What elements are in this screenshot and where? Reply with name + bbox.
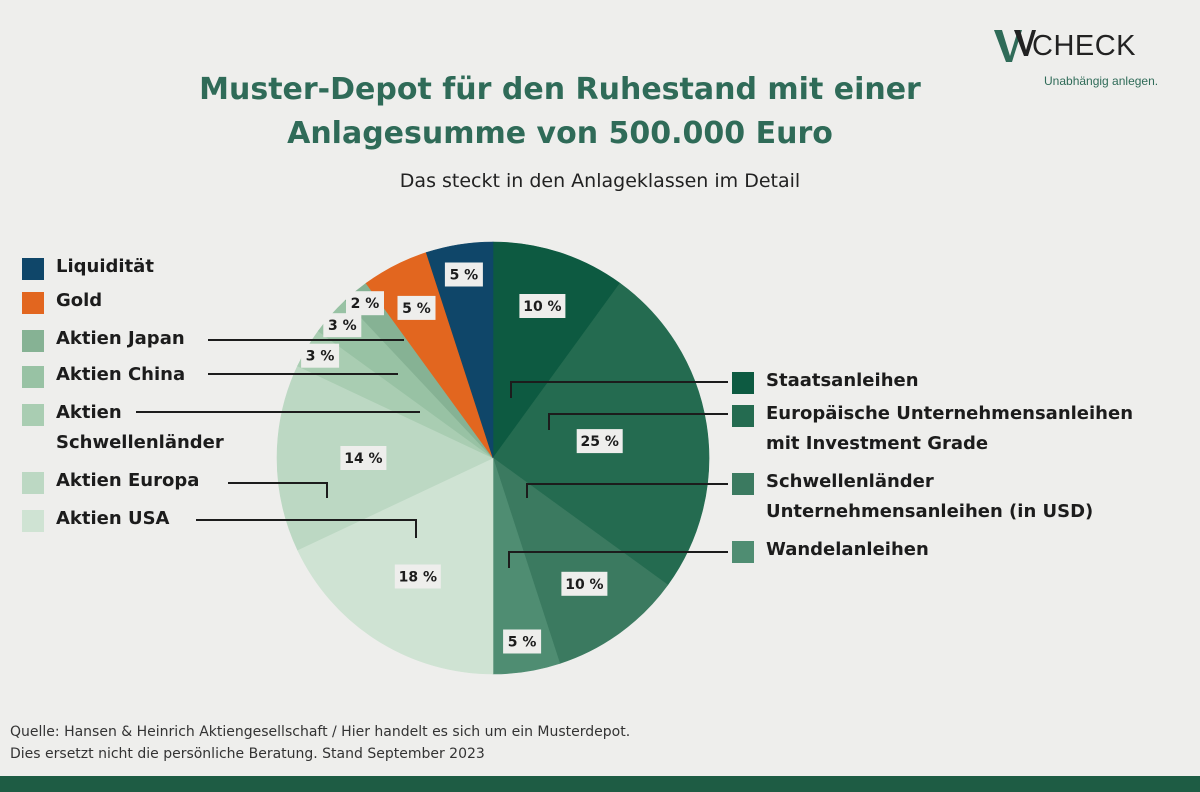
data-label-box (444, 262, 483, 287)
data-label-text: 25 % (581, 434, 619, 450)
data-label-aktien-europa: 14 % (340, 446, 387, 470)
legend-item-europaische-unternehmensanleihen-mit-investment-grade: Europäische Unternehmensanleihen mit Inve… (732, 403, 1133, 459)
data-label-box (397, 295, 436, 320)
legend-item-aktien-europa: Aktien Europa (22, 470, 199, 496)
data-label-box (576, 429, 623, 454)
legend-swatch (732, 405, 754, 427)
logo-name: CHECK (1032, 30, 1137, 62)
legend-item-aktien-china: Aktien China (22, 364, 185, 390)
logo-tagline: Unabhängig anlegen. (1044, 74, 1159, 88)
data-label-box (301, 343, 340, 368)
data-label-box (561, 571, 608, 596)
data-label-text: 2 % (351, 296, 380, 312)
legend-label: Aktien Europa (56, 470, 200, 491)
data-label-box (503, 629, 542, 654)
leader-line (196, 519, 417, 538)
legend-label: Gold (56, 290, 103, 311)
legend-label: Aktien China (56, 364, 186, 385)
data-label-text: 3 % (328, 318, 357, 334)
data-label-europaische-unternehmensanleihen-mit-investment-grade: 25 % (576, 429, 623, 454)
data-label-aktien-japan: 2 % (346, 291, 384, 316)
legend-swatch (732, 473, 754, 495)
data-label-text: 5 % (508, 635, 537, 651)
legend-item-liquiditat: Liquidität (22, 256, 154, 282)
data-label-text: 5 % (450, 268, 479, 284)
legend-swatch (22, 472, 44, 494)
data-label-text: 18 % (399, 570, 437, 586)
legend-item-aktien-usa: Aktien USA (22, 508, 169, 534)
legend-swatch (22, 366, 44, 388)
chart-title: Muster-Depot für den Ruhestand mit einer… (160, 68, 960, 156)
data-label-text: 10 % (565, 577, 603, 593)
bottom-bar (0, 776, 1200, 792)
pie-slice-liquiditat (425, 241, 494, 459)
legend-label: Wandelanleihen (766, 539, 929, 560)
data-label-box (394, 564, 441, 589)
legend-item-wandelanleihen: Wandelanleihen (732, 539, 929, 565)
data-label-aktien-schwellenlander: 3 % (301, 343, 340, 368)
chart-subtitle: Das steckt in den Anlageklassen im Detai… (399, 170, 801, 192)
leader-line (228, 482, 328, 498)
legend-label: Europäische Unternehmensanleihen mit Inve… (766, 403, 1134, 454)
legend-swatch (22, 292, 44, 314)
legend-swatch (22, 404, 44, 426)
data-label-gold: 5 % (397, 295, 436, 320)
data-label-box (346, 291, 384, 316)
legend-item-staatsanleihen: Staatsanleihen (732, 370, 919, 396)
legend-label: Aktien USA (56, 508, 170, 529)
pie-slice-schwellenlander-unternehmensanleihen-in-usd (492, 457, 669, 664)
data-label-schwellenlander-unternehmensanleihen-in-usd: 10 % (561, 571, 608, 596)
legend-label: Staatsanleihen (766, 370, 919, 391)
legend-label: Aktien Japan (56, 328, 185, 349)
legend-swatch (22, 258, 44, 280)
leader-line (548, 413, 728, 430)
data-label-staatsanleihen: 10 % (519, 294, 566, 318)
leader-line (508, 551, 728, 568)
legend-swatch (22, 510, 44, 532)
source-note: Quelle: Hansen & Heinrich Aktiengesellsc… (10, 721, 630, 765)
percentage-labels: 10 % 25 % 10 % 5 % 18 % 14 % 3 % 3 % 2 % 5 % 5 % (301, 262, 623, 654)
legend-label: Aktien Schwellenländer (56, 402, 224, 453)
data-label-text: 14 % (344, 451, 382, 467)
data-label-text: 3 % (306, 349, 335, 365)
data-label-wandelanleihen: 5 % (503, 629, 542, 654)
legend-item-schwellenlander-unternehmensanleihen-in-usd: Schwellenländer Unternehmensanleihen (in … (732, 471, 1093, 527)
logo-mark-icon (994, 30, 1036, 62)
title-line-2: Anlagesumme von 500.000 Euro (287, 116, 833, 151)
legend-item-aktien-schwellenlander: Aktien Schwellenländer (22, 402, 224, 458)
legend-label: Liquidität (56, 256, 154, 277)
source-line-1: Quelle: Hansen & Heinrich Aktiengesellsc… (10, 724, 631, 740)
leader-lines (136, 339, 728, 568)
data-label-aktien-usa: 18 % (394, 564, 441, 589)
legend-swatch (22, 330, 44, 352)
data-label-box (340, 446, 387, 470)
leader-line (510, 381, 728, 398)
data-label-box (519, 294, 566, 318)
title-line-1: Muster-Depot für den Ruhestand mit einer (199, 72, 921, 107)
legend-item-gold: Gold (22, 290, 102, 316)
data-label-box (323, 313, 362, 338)
brand-logo: CHECK Unabhängig anlegen. (992, 24, 1182, 94)
source-line-2: Dies ersetzt nicht die persönliche Berat… (10, 746, 485, 762)
data-label-text: 5 % (402, 301, 431, 317)
data-label-liquiditat: 5 % (444, 262, 483, 287)
legend-swatch (732, 541, 754, 563)
leader-line (526, 483, 728, 498)
legend-label: Schwellenländer Unternehmensanleihen (in … (766, 471, 1094, 522)
data-label-aktien-china: 3 % (323, 313, 362, 338)
legend-swatch (732, 372, 754, 394)
legend-item-aktien-japan: Aktien Japan (22, 328, 185, 354)
data-label-text: 10 % (523, 299, 561, 315)
